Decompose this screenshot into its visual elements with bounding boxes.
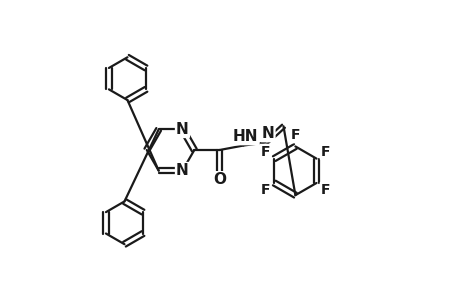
Text: N: N [176, 122, 188, 137]
Text: F: F [260, 183, 269, 197]
Text: N: N [176, 163, 188, 178]
Text: F: F [260, 145, 269, 159]
Text: F: F [290, 128, 299, 142]
Text: O: O [213, 172, 226, 187]
Text: F: F [320, 183, 330, 197]
Text: HN: HN [233, 129, 258, 144]
Text: F: F [320, 145, 330, 159]
Text: N: N [261, 126, 274, 141]
